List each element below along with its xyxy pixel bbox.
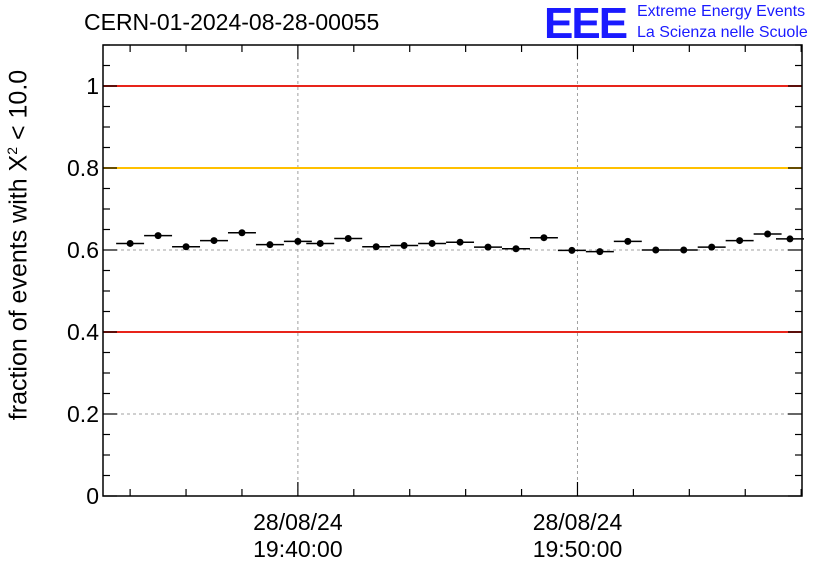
data-point: [786, 235, 794, 243]
x-tick-time-label: 19:50:00: [533, 536, 623, 562]
data-point: [624, 237, 632, 245]
data-point: [316, 239, 324, 247]
data-point: [154, 232, 162, 240]
data-point: [126, 239, 134, 247]
chart-title: CERN-01-2024-08-28-00055: [84, 9, 380, 35]
x-tick-date-label: 28/08/24: [253, 509, 343, 535]
data-point: [400, 241, 408, 249]
data-point: [652, 246, 660, 254]
data-point: [540, 234, 548, 242]
y-tick-label: 0.2: [67, 401, 99, 427]
data-point: [266, 241, 274, 249]
data-point: [568, 246, 576, 254]
y-tick-label: 0.8: [67, 155, 99, 181]
data-point: [764, 230, 772, 238]
data-point: [736, 237, 744, 245]
y-tick-label: 0.6: [67, 237, 99, 263]
logo-line-1: Extreme Energy Events: [637, 3, 806, 20]
data-point: [680, 246, 688, 254]
x-tick-time-label: 19:40:00: [253, 536, 343, 562]
x-tick-date-label: 28/08/24: [533, 509, 623, 535]
data-point: [484, 243, 492, 251]
data-point: [294, 237, 302, 245]
y-tick-label: 1: [86, 73, 99, 99]
eee-logo: EEE: [544, 0, 628, 48]
logo-line-2: La Scienza nelle Scuole: [637, 24, 808, 41]
data-point: [708, 243, 716, 251]
plot-frame: [102, 44, 803, 497]
data-point: [512, 245, 520, 253]
data-point: [428, 239, 436, 247]
data-point: [210, 237, 218, 245]
data-point: [596, 248, 604, 256]
data-point: [456, 238, 464, 246]
data-point: [344, 235, 352, 243]
y-tick-label: 0: [86, 483, 99, 509]
y-tick-label: 0.4: [67, 319, 99, 345]
data-point: [372, 243, 380, 251]
data-point: [182, 243, 190, 251]
data-point: [238, 229, 246, 237]
